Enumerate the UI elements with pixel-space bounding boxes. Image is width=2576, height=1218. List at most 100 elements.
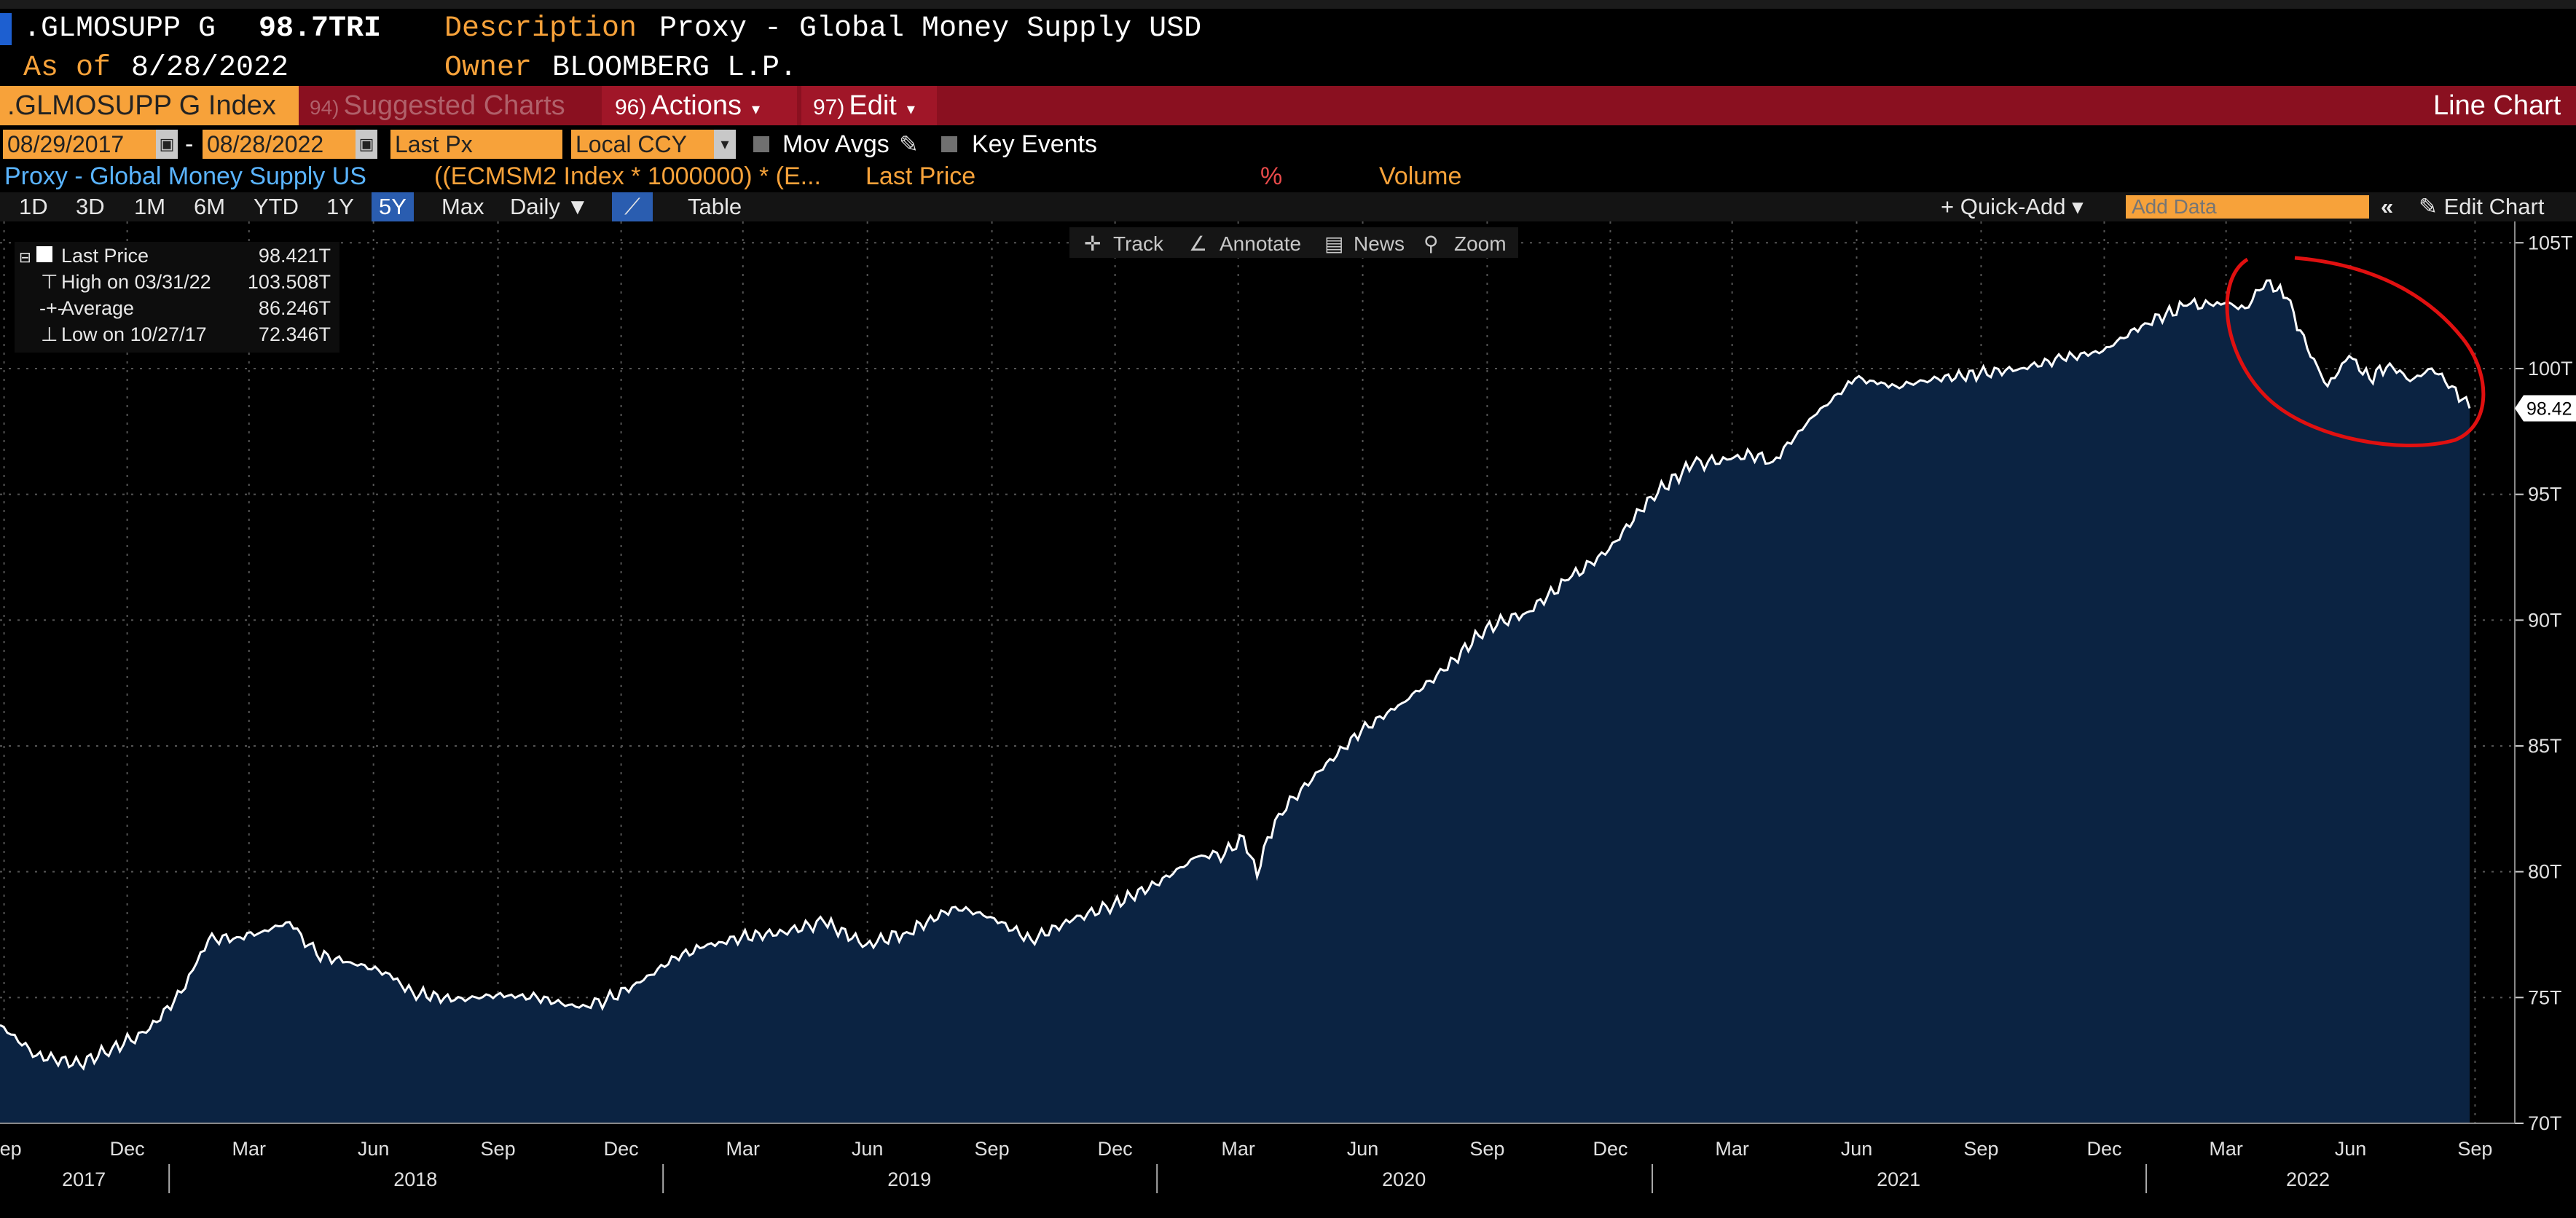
line-chart-icon[interactable]: ⟋: [612, 192, 653, 221]
security-field[interactable]: .GLMOSUPP G Index: [0, 86, 299, 125]
pencil-icon[interactable]: ✎: [899, 131, 919, 157]
x-tick-label: Sep: [1963, 1138, 1998, 1160]
mov-avgs-label: Mov Avgs: [782, 130, 890, 158]
period-1d-button[interactable]: 1D: [19, 194, 48, 219]
x-tick-label: Mar: [2209, 1138, 2243, 1160]
period-row: 1D 3D 1M 6M YTD 1Y 5Y Max Daily ▼ ⟋ Tabl…: [0, 192, 2576, 221]
legend-high-value: 103.508T: [248, 271, 331, 293]
start-date-calendar-icon[interactable]: ▣: [156, 130, 178, 159]
chart-tools: ✛ Track ∠ Annotate ▤ News ⚲ Zoom: [1069, 227, 1518, 258]
track-icon[interactable]: ✛: [1084, 232, 1101, 255]
x-tick-label: Sep: [481, 1138, 516, 1160]
x-tick-label: Jun: [852, 1138, 884, 1160]
legend-average-value: 86.246T: [259, 297, 331, 319]
x-year-label: 2021: [1877, 1168, 1920, 1190]
track-button[interactable]: Track: [1113, 232, 1164, 255]
y-tick-label: 90T: [2528, 609, 2562, 631]
edit-chart-button[interactable]: ✎ Edit Chart: [2419, 194, 2545, 219]
x-axis: Sep Dec Mar Jun Sep Dec Mar Jun Sep Dec Mar Jun Sep D…: [0, 1123, 2515, 1193]
period-1y-button[interactable]: 1Y: [326, 194, 354, 219]
x-year-label: 2019: [887, 1168, 931, 1190]
x-tick-label: Sep: [975, 1138, 1010, 1160]
legend-last-price-value: 98.421T: [259, 245, 331, 267]
description-text: Proxy - Global Money Supply USD: [659, 12, 1202, 45]
actions-num: 96): [615, 95, 647, 119]
x-tick-label: Mar: [726, 1138, 761, 1160]
price-area-fill: [0, 280, 2470, 1123]
period-max-button[interactable]: Max: [441, 194, 484, 219]
period-3d-button[interactable]: 3D: [76, 194, 105, 219]
news-button[interactable]: News: [1354, 232, 1405, 255]
x-tick-label: Dec: [110, 1138, 145, 1160]
owner-text: BLOOMBERG L.P.: [552, 52, 798, 85]
series-pct-label[interactable]: %: [1260, 162, 1283, 190]
asof-date: 8/28/2022: [131, 52, 289, 85]
period-ytd-button[interactable]: YTD: [254, 194, 299, 219]
period-6m-button[interactable]: 6M: [194, 194, 226, 219]
annotate-icon[interactable]: ∠: [1189, 232, 1207, 255]
frequency-select[interactable]: Daily ▼: [510, 194, 589, 219]
legend-swatch: [36, 246, 52, 262]
edit-caret-icon: ▾: [906, 100, 915, 118]
x-tick-label: Sep: [2457, 1138, 2492, 1160]
series-name[interactable]: Proxy - Global Money Supply US: [4, 162, 366, 190]
legend-high-label: High on 03/31/22: [61, 271, 211, 293]
edit-num: 97): [813, 95, 845, 119]
date-dash: -: [185, 130, 194, 158]
chart-type-label[interactable]: Line Chart: [2433, 90, 2561, 121]
series-volume-label[interactable]: Volume: [1379, 162, 1462, 190]
ticker: .GLMOSUPP G: [23, 12, 216, 45]
zoom-button[interactable]: Zoom: [1454, 232, 1507, 255]
suggested-charts-button[interactable]: 94) Suggested Charts: [310, 86, 565, 125]
table-button[interactable]: Table: [688, 194, 742, 219]
header-line-1: .GLMOSUPP G 98.7TRI Description Proxy - …: [0, 9, 2576, 50]
y-tick-label: 75T: [2528, 986, 2562, 1008]
price-field-select[interactable]: Last Px: [390, 130, 562, 159]
y-axis: 70T 75T 80T 85T 90T 95T 100T 105T: [2514, 221, 2573, 1134]
start-date-field[interactable]: 08/29/2017: [3, 130, 156, 159]
last-value-label: 98.42: [2526, 398, 2572, 419]
y-tick-label: 80T: [2528, 861, 2562, 883]
period-5y-button[interactable]: 5Y: [372, 192, 414, 221]
x-tick-label: Jun: [2335, 1138, 2367, 1160]
add-data-input[interactable]: [2126, 195, 2369, 219]
series-formula[interactable]: ((ECMSM2 Index * 1000000) * (E...: [434, 162, 822, 190]
suggested-label: Suggested Charts: [343, 90, 565, 121]
x-tick-label: Sep: [1469, 1138, 1504, 1160]
x-year-label: 2017: [62, 1168, 106, 1190]
end-date-field[interactable]: 08/28/2022: [203, 130, 356, 159]
price-line: [0, 279, 2471, 1071]
zoom-icon[interactable]: ⚲: [1424, 232, 1439, 255]
end-date-calendar-icon[interactable]: ▣: [356, 130, 377, 159]
legend-low-icon: ⊥: [41, 323, 58, 345]
mov-avgs-checkbox[interactable]: [753, 136, 769, 152]
security-color-marker: [0, 13, 12, 45]
quick-add-button[interactable]: + Quick-Add ▾: [1941, 194, 2084, 219]
description-label: Description: [444, 12, 637, 45]
owner-label: Owner: [444, 52, 533, 85]
key-events-label: Key Events: [972, 130, 1097, 158]
currency-select[interactable]: Local CCY: [571, 130, 714, 159]
x-tick-label: Jun: [1841, 1138, 1873, 1160]
controls-row: 08/29/2017 ▣ - 08/28/2022 ▣ Last Px Loca…: [0, 127, 2576, 162]
edit-button[interactable]: 97) Edit ▾: [801, 86, 937, 125]
y-tick-label: 85T: [2528, 735, 2562, 757]
collapse-icon[interactable]: «: [2381, 194, 2394, 219]
period-1m-button[interactable]: 1M: [134, 194, 166, 219]
x-tick-label: Jun: [1347, 1138, 1379, 1160]
news-icon[interactable]: ▤: [1324, 232, 1343, 255]
annotate-button[interactable]: Annotate: [1220, 232, 1301, 255]
y-tick-label: 100T: [2528, 358, 2573, 380]
security-field-text: .GLMOSUPP G Index: [7, 90, 276, 121]
legend-average-icon: -+-: [39, 297, 64, 319]
x-year-label: 2022: [2286, 1168, 2330, 1190]
series-last-price-label: Last Price: [865, 162, 976, 190]
legend-collapse-icon[interactable]: ⊟: [19, 250, 31, 266]
key-events-checkbox[interactable]: [941, 136, 957, 152]
top-strip: [0, 0, 2576, 9]
y-tick-label: 70T: [2528, 1112, 2562, 1134]
header-line-2: As of 8/28/2022 Owner BLOOMBERG L.P.: [0, 50, 2576, 87]
actions-button[interactable]: 96) Actions ▾: [602, 86, 797, 125]
currency-dropdown-icon[interactable]: ▾: [714, 130, 736, 159]
